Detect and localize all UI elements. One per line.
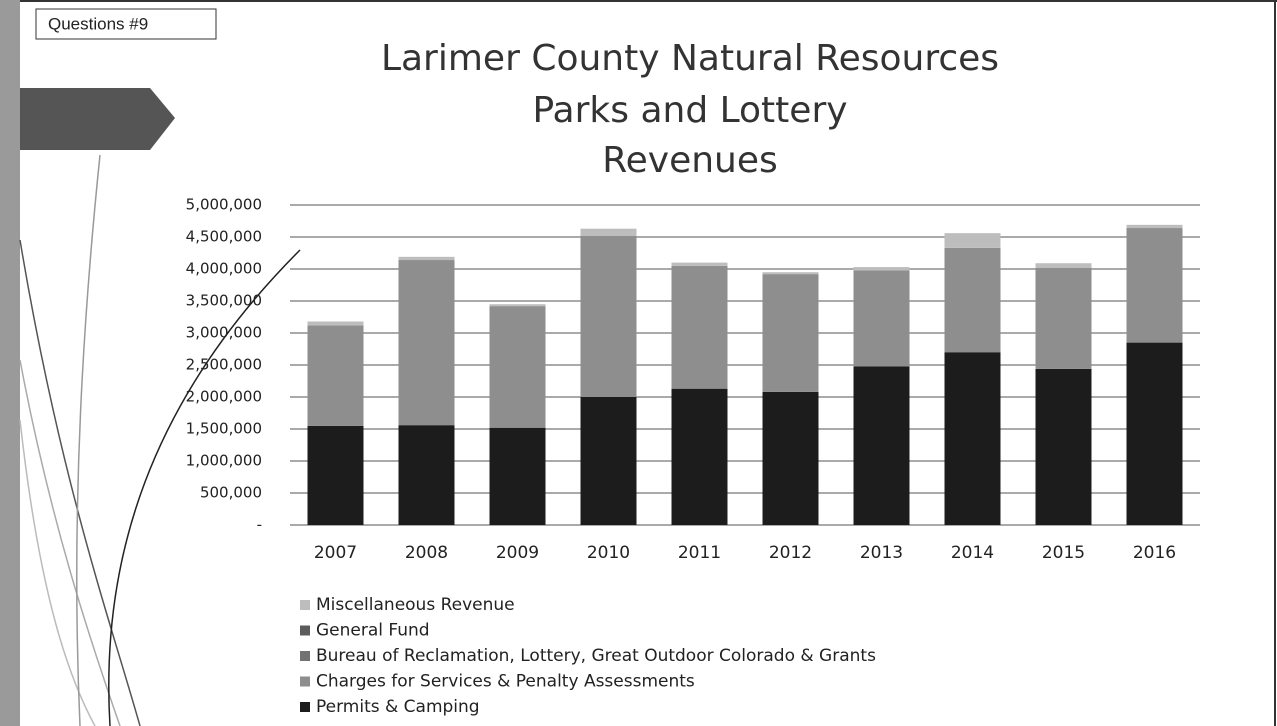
y-tick-label: 4,500,000 <box>186 228 262 246</box>
bar-segment <box>944 233 1001 248</box>
bar-segment <box>762 391 819 525</box>
y-tick-label: 1,500,000 <box>186 420 262 438</box>
x-tick-label: 2016 <box>1133 543 1176 563</box>
x-tick-label: 2013 <box>860 543 903 563</box>
legend-label: Miscellaneous Revenue <box>316 595 515 615</box>
bar-segment <box>307 321 364 326</box>
y-tick-label: 5,000,000 <box>186 196 262 214</box>
bar-segment <box>489 306 546 428</box>
side-stripe <box>0 0 20 726</box>
legend-label: Bureau of Reclamation, Lottery, Great Ou… <box>316 646 876 666</box>
bar-segment <box>1126 228 1183 343</box>
x-tick-label: 2014 <box>951 543 994 563</box>
bar-segment <box>853 366 910 525</box>
bar-segment <box>489 427 546 525</box>
arrow-banner <box>20 88 175 150</box>
decor-curves <box>19 154 301 726</box>
bar-segment <box>1035 267 1092 369</box>
bar-segment <box>307 325 364 426</box>
y-tick-label: 2,000,000 <box>186 388 262 406</box>
chart-title: Larimer County Natural Resources <box>381 38 999 79</box>
y-tick-label: 2,500,000 <box>186 356 262 374</box>
bar-segment <box>853 270 910 367</box>
bar-segment <box>671 262 728 266</box>
legend-swatch <box>300 600 310 610</box>
legend-label: Charges for Services & Penalty Assessmen… <box>316 672 695 692</box>
slide-label: Questions #9 <box>48 14 148 33</box>
x-tick-label: 2010 <box>587 543 630 563</box>
bar-segment <box>853 267 910 271</box>
x-tick-label: 2008 <box>405 543 448 563</box>
y-tick-label: 500,000 <box>200 484 262 502</box>
bar-segment <box>307 425 364 525</box>
legend-label: Permits & Camping <box>316 697 480 717</box>
bar-segment <box>580 228 637 236</box>
legend-label: General Fund <box>316 621 430 641</box>
label-box <box>35 8 217 40</box>
bar-segment <box>1126 224 1183 229</box>
legend-swatch <box>300 676 310 687</box>
bar-segment <box>944 247 1001 353</box>
bar-segment <box>398 260 455 426</box>
chart-title: Revenues <box>602 140 778 181</box>
bar-segment <box>580 397 637 525</box>
bar-segment <box>580 235 637 397</box>
legend-swatch <box>300 651 310 661</box>
x-tick-label: 2009 <box>496 543 539 563</box>
x-tick-label: 2012 <box>769 543 812 563</box>
bar-segment <box>671 265 728 389</box>
bar-segment <box>1035 263 1092 268</box>
y-tick-label: 3,000,000 <box>186 324 262 342</box>
bar-segment <box>1035 368 1092 525</box>
y-tick-label: - <box>257 516 262 534</box>
bar-segment <box>398 425 455 525</box>
bar-segment <box>762 274 819 392</box>
bar-segment <box>489 304 546 307</box>
bar-segment <box>398 256 455 261</box>
chart-title: Parks and Lottery <box>532 90 847 131</box>
bar-segment <box>671 388 728 525</box>
legend-swatch <box>300 702 310 712</box>
y-tick-label: 4,000,000 <box>186 260 262 278</box>
bar-segment <box>762 272 819 275</box>
bar-segment <box>944 352 1001 525</box>
x-tick-label: 2011 <box>678 543 721 563</box>
bar-segment <box>1126 342 1183 525</box>
x-tick-label: 2007 <box>314 543 357 563</box>
x-tick-label: 2015 <box>1042 543 1085 563</box>
y-tick-label: 1,000,000 <box>186 452 262 470</box>
y-tick-label: 3,500,000 <box>186 292 262 310</box>
legend-swatch <box>300 625 310 636</box>
